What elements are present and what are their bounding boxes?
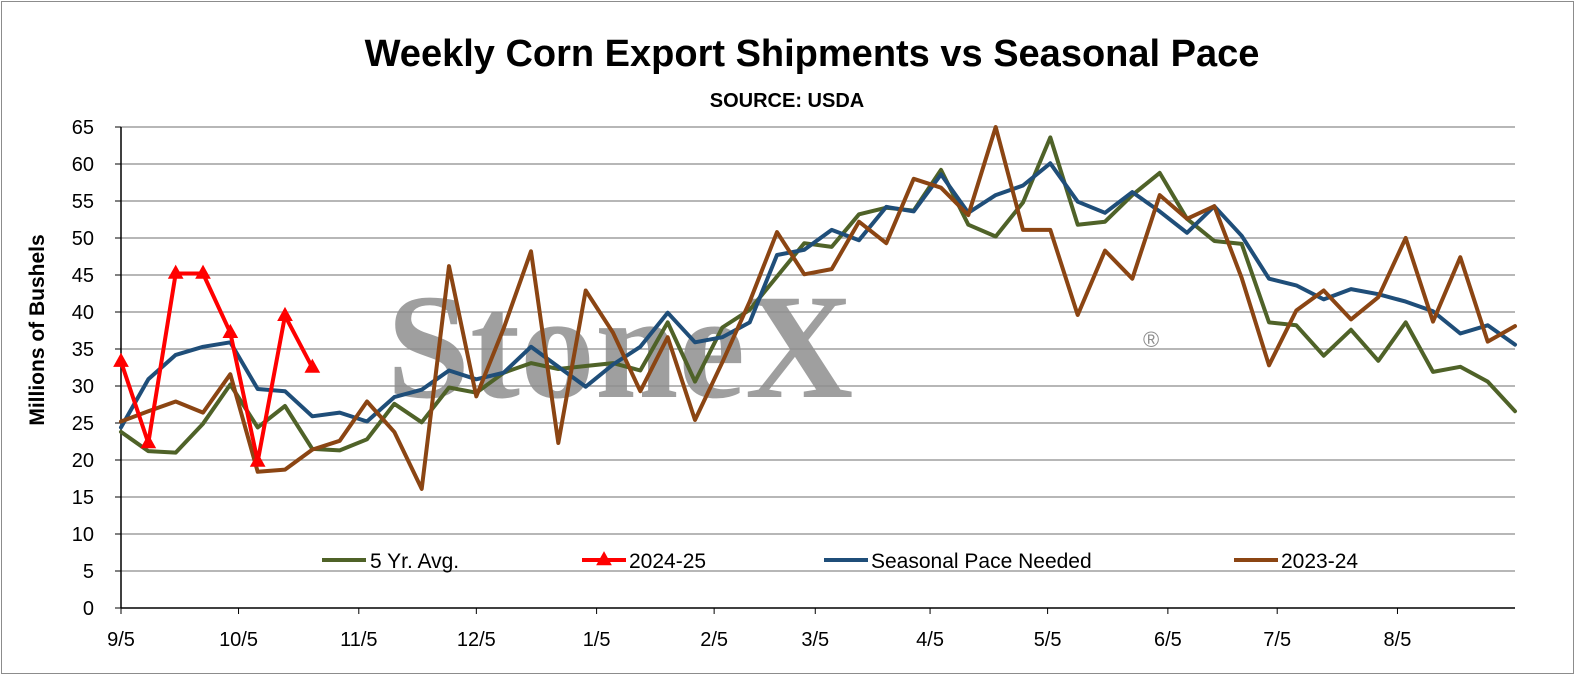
point-2024-25-2 [167,264,184,279]
series-seasonal-pace-needed [119,161,1517,430]
legend-label-2024-25: 2024-25 [629,550,706,573]
y-tick-label-20: 20 [72,450,94,472]
legend-marker-2024-25 [596,551,612,566]
axes: 0 5 10 15 20 25 30 35 40 45 50 55 60 65 9/5 10/5 11/5 12/… [72,117,1515,651]
x-tick-label-9/5: 9/5 [107,629,135,651]
point-2024-25-0 [113,352,129,367]
y-tick-label-40: 40 [72,302,94,324]
y-tick-label-30: 30 [72,376,94,398]
x-tick-label-1/5: 1/5 [583,629,611,651]
x-tick-label-12/5: 12/5 [457,629,496,651]
legend-label-seasonal-pace-needed: Seasonal Pace Needed [871,550,1092,573]
gridlines [121,126,1515,572]
legend: 5 Yr. Avg. 2024-25 Seasonal Pace Needed 202… [322,550,1358,573]
y-tick-label-25: 25 [72,413,94,435]
y-tick-label-45: 45 [72,265,94,287]
y-tick-label-5: 5 [83,561,94,583]
x-tick-label-5/5: 5/5 [1034,629,1062,651]
point-2024-25-3 [195,264,211,279]
x-tick-label-4/5: 4/5 [916,629,944,651]
legend-item-2024-25: 2024-25 [582,550,706,573]
y-tick-label-65: 65 [72,117,94,139]
y-tick-label-55: 55 [72,191,94,213]
series-lines [113,125,1517,491]
legend-label-5-yr-avg: 5 Yr. Avg. [370,550,459,573]
point-2024-25-7 [304,358,321,373]
legend-label-2023-24: 2023-24 [1281,550,1358,573]
x-tick-label-10/5: 10/5 [219,629,258,651]
y-tick-label-15: 15 [72,487,94,509]
series-5-yr-avg [119,135,1517,455]
watermark-registered: ® [1143,327,1159,352]
series-2023-24 [119,125,1517,491]
chart-subtitle: SOURCE: USDA [710,90,864,112]
y-tick-label-50: 50 [72,228,94,250]
legend-item-seasonal-pace-needed: Seasonal Pace Needed [824,550,1092,573]
x-tick-label-8/5: 8/5 [1384,629,1412,651]
series-2024-25 [113,264,321,467]
line-5-yr-avg [119,135,1517,455]
y-tick-label-60: 60 [72,154,94,176]
point-2024-25-5 [249,452,266,467]
line-2024-25 [119,271,315,464]
y-axis-label: Millions of Bushels [26,234,49,425]
legend-item-5-yr-avg: 5 Yr. Avg. [322,550,459,573]
x-tick-label-11/5: 11/5 [340,629,377,651]
y-tick-label-35: 35 [72,339,94,361]
chart-title: Weekly Corn Export Shipments vs Seasonal… [365,33,1260,75]
line-seasonal-pace-needed [119,161,1517,430]
x-tick-label-3/5: 3/5 [801,629,829,651]
y-tick-label-0: 0 [83,598,94,620]
point-2024-25-1 [140,434,157,449]
x-tick-label-2/5: 2/5 [700,629,728,651]
point-2024-25-4 [222,323,239,339]
x-tick-label-7/5: 7/5 [1263,629,1291,651]
line-2023-24 [119,125,1517,491]
x-tick-label-6/5: 6/5 [1154,629,1182,651]
y-tick-label-10: 10 [72,524,94,546]
legend-item-2023-24: 2023-24 [1234,550,1358,573]
point-2024-25-6 [277,306,293,321]
